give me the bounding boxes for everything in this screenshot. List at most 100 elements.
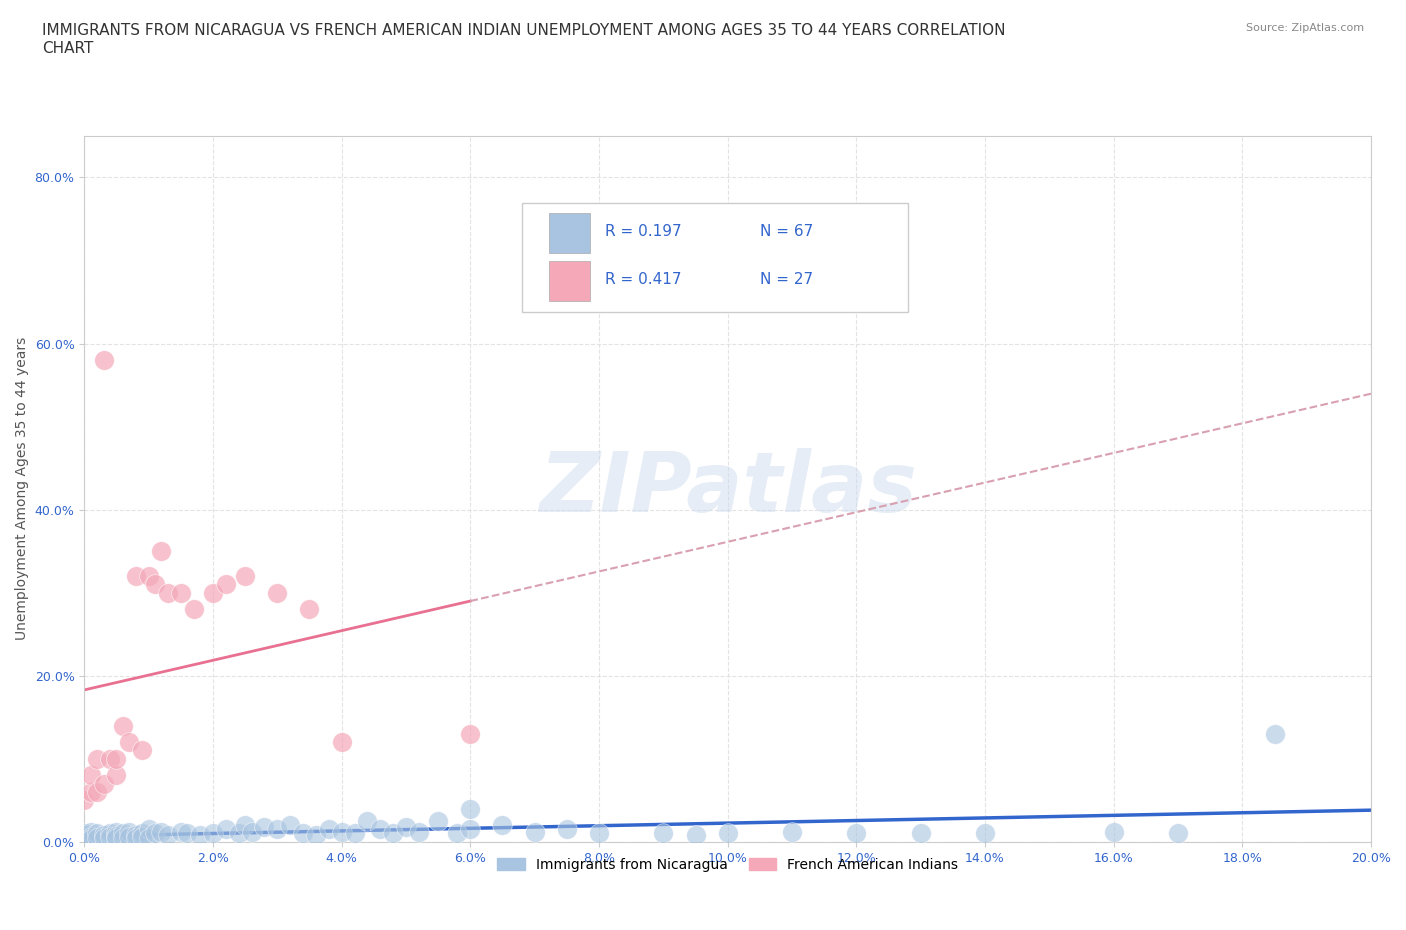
Point [111, 826, 134, 841]
Point [73, 828, 96, 843]
Text: ZIPatlas: ZIPatlas [538, 448, 917, 529]
Point [125, 828, 148, 843]
Point [80, 831, 103, 846]
Point [382, 826, 405, 841]
Point [111, 718, 134, 733]
Point [356, 814, 378, 829]
Point [298, 602, 321, 617]
Point [93, 352, 115, 367]
Point [305, 828, 328, 843]
Point [460, 822, 482, 837]
Y-axis label: Unemployment Among Ages 35 to 44 years: Unemployment Among Ages 35 to 44 years [15, 338, 30, 641]
Point [427, 814, 450, 829]
Point [215, 822, 238, 837]
Point [292, 826, 315, 841]
Point [105, 768, 128, 783]
Point [125, 568, 148, 583]
Point [446, 826, 468, 841]
Point [86, 785, 108, 800]
Point [118, 824, 141, 839]
Point [156, 828, 179, 843]
Point [138, 830, 160, 845]
Point [343, 826, 366, 841]
FancyBboxPatch shape [548, 260, 591, 301]
Point [156, 585, 179, 600]
Point [368, 822, 391, 837]
Point [105, 751, 128, 766]
Point [143, 577, 166, 591]
Point [266, 585, 288, 600]
Legend: Immigrants from Nicaragua, French American Indians: Immigrants from Nicaragua, French Americ… [491, 852, 965, 877]
Point [183, 602, 205, 617]
Text: N = 67: N = 67 [759, 224, 813, 239]
Point [73, 826, 96, 841]
Point [253, 819, 276, 834]
Point [685, 828, 707, 843]
Point [93, 831, 115, 846]
Point [131, 826, 153, 841]
Point [278, 817, 301, 832]
Point [555, 822, 578, 837]
Point [111, 830, 134, 845]
Point [460, 726, 482, 741]
Point [86, 826, 108, 841]
Point [105, 824, 128, 839]
Point [105, 829, 128, 844]
Text: R = 0.417: R = 0.417 [606, 272, 682, 286]
Point [176, 826, 198, 841]
FancyBboxPatch shape [522, 203, 908, 312]
Point [330, 824, 353, 839]
Point [717, 826, 740, 841]
Point [318, 822, 340, 837]
Point [98, 830, 121, 844]
Point [80, 768, 103, 783]
Point [98, 751, 121, 766]
Point [491, 817, 513, 832]
Point [188, 828, 211, 843]
Point [125, 831, 148, 846]
Point [652, 826, 675, 841]
Point [170, 824, 193, 839]
Point [131, 743, 153, 758]
Point [1102, 824, 1125, 839]
FancyBboxPatch shape [548, 213, 591, 254]
Point [86, 830, 108, 845]
Point [460, 801, 482, 816]
Point [86, 751, 108, 766]
Point [240, 824, 263, 839]
Text: Source: ZipAtlas.com: Source: ZipAtlas.com [1246, 23, 1364, 33]
Point [395, 819, 418, 834]
Point [131, 830, 153, 844]
Point [93, 777, 115, 791]
Point [974, 826, 997, 841]
Point [150, 824, 173, 839]
Point [143, 826, 166, 841]
Point [201, 585, 224, 600]
Text: IMMIGRANTS FROM NICARAGUA VS FRENCH AMERICAN INDIAN UNEMPLOYMENT AMONG AGES 35 T: IMMIGRANTS FROM NICARAGUA VS FRENCH AMER… [42, 23, 1005, 56]
Point [80, 830, 103, 844]
Point [266, 822, 288, 837]
Point [233, 568, 256, 583]
Point [93, 828, 115, 843]
Point [780, 824, 803, 839]
Point [73, 830, 96, 845]
Point [910, 826, 932, 841]
Point [215, 577, 238, 591]
Point [138, 822, 160, 837]
Point [170, 585, 193, 600]
Point [233, 817, 256, 832]
Point [118, 830, 141, 844]
Point [80, 785, 103, 800]
Point [80, 824, 103, 839]
Point [1264, 726, 1286, 741]
Point [1167, 826, 1189, 841]
Point [105, 831, 128, 846]
Point [330, 735, 353, 750]
Text: R = 0.197: R = 0.197 [606, 224, 682, 239]
Point [408, 824, 430, 839]
Point [98, 826, 121, 841]
Point [845, 826, 868, 841]
Point [201, 826, 224, 841]
Text: N = 27: N = 27 [759, 272, 813, 286]
Point [138, 568, 160, 583]
